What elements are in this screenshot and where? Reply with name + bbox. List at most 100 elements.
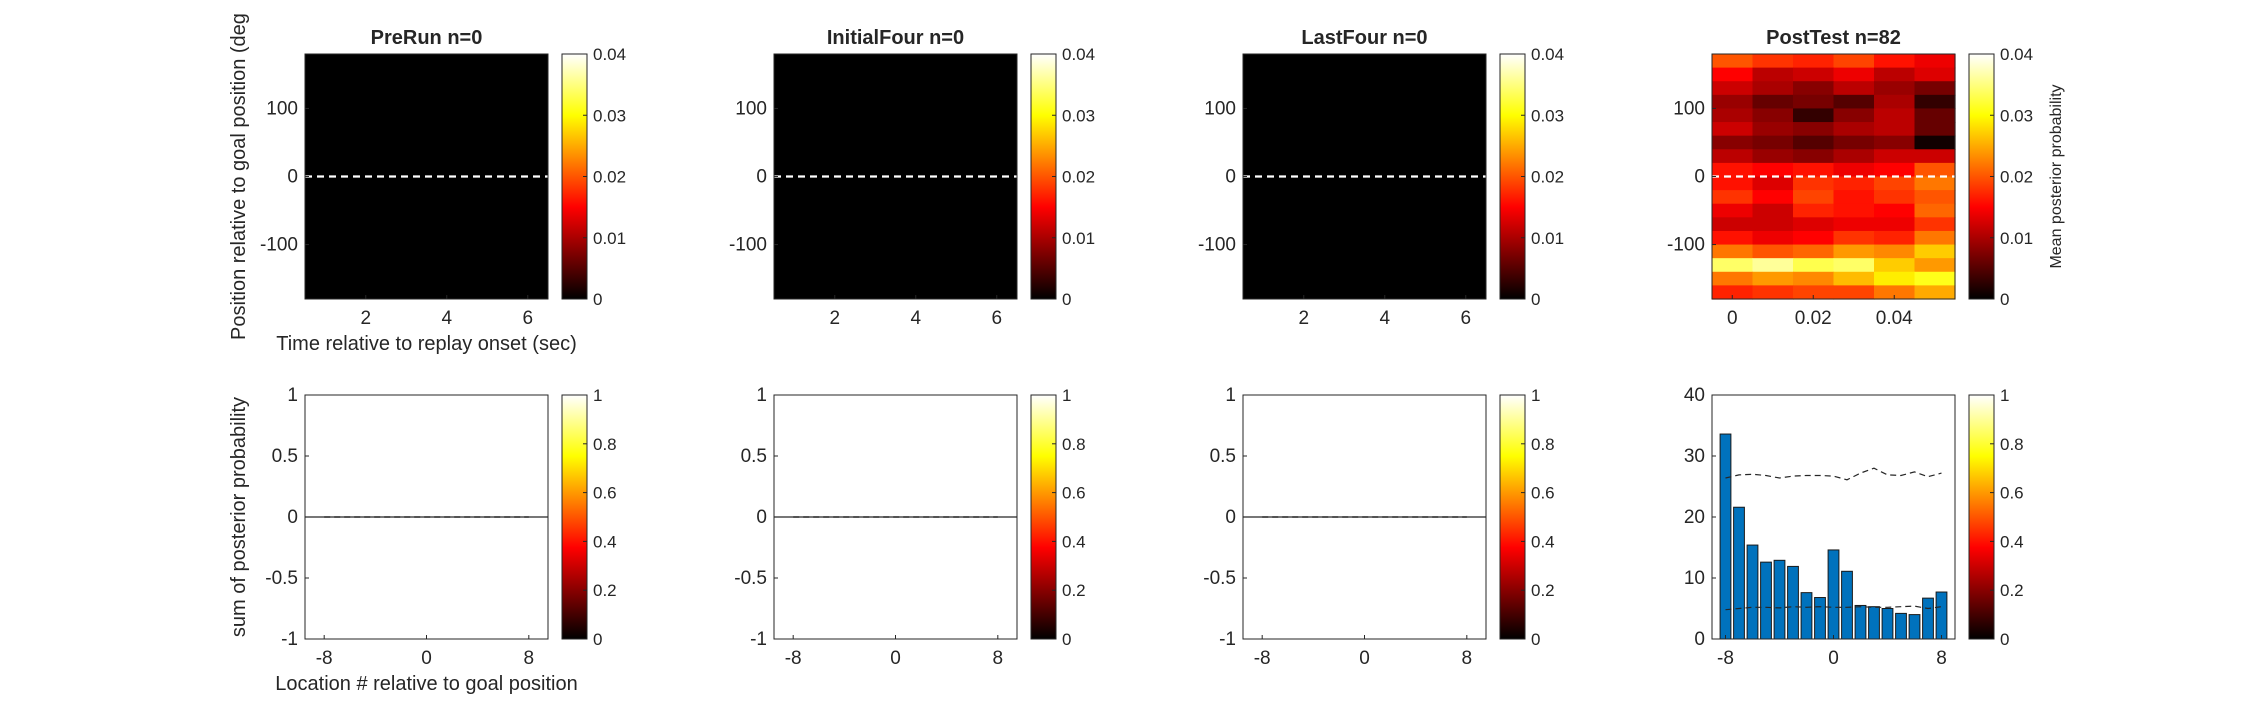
x-tick-label: 0 — [890, 648, 901, 669]
bar — [1773, 559, 1786, 640]
heatmap-cell — [1874, 203, 1916, 218]
x-tick-label: 8 — [1936, 648, 1947, 669]
bar-panel: 1 0.5 0 -0.5 -1 -8 0 8 Location # relative to go… — [228, 385, 617, 695]
heatmap-cell — [1752, 190, 1794, 205]
colorbar-tick-label: 0.02 — [2000, 168, 2033, 187]
colorbar-tick-label: 0 — [2000, 630, 2009, 649]
heatmap-cell — [1833, 230, 1875, 246]
colorbar-tick-label: 0 — [1531, 290, 1540, 309]
heatmap-cell — [1712, 94, 1754, 110]
heatmap-cell — [1712, 162, 1754, 178]
x-tick-label: -8 — [316, 648, 333, 669]
heatmap-cell — [1914, 135, 1956, 150]
heatmap-cell — [1752, 176, 1794, 191]
heatmap-cell — [1712, 67, 1754, 82]
heatmap-cell — [1874, 258, 1916, 273]
heatmap-cell — [1793, 94, 1835, 110]
heatmap-cell — [1712, 135, 1754, 150]
x-tick-label: 2 — [829, 308, 840, 329]
heatmap-panel: 100 0 -100 2 4 6 Time relative to replay onset… — [228, 13, 626, 355]
colorbar-tick-label: 0.03 — [1531, 106, 1564, 125]
colorbar-gradient — [1500, 395, 1525, 639]
colorbar: 0.04 0.03 0.02 0.01 0 — [1030, 45, 1095, 309]
colorbar-tick-label: 0.6 — [2000, 484, 2024, 503]
colorbar-tick-label: 1 — [1062, 386, 1071, 405]
colorbar-gradient — [1031, 54, 1056, 299]
y-tick-label: 0 — [287, 507, 298, 528]
heatmap-cell — [1793, 162, 1835, 178]
bar — [1733, 506, 1745, 640]
heatmap-cell — [1833, 135, 1875, 150]
heatmap-cell — [1914, 285, 1956, 300]
y-tick-label: 0 — [1694, 167, 1705, 188]
colorbar-tick-label: 0.04 — [2000, 45, 2033, 64]
colorbar-tick-label: 0.8 — [1062, 435, 1086, 454]
heatmap-cell — [1793, 230, 1835, 246]
x-tick-label: 0 — [421, 648, 432, 669]
colorbar-tick-label: 0 — [593, 290, 602, 309]
heatmap-cell — [1793, 67, 1835, 82]
heatmap-cell — [1793, 285, 1835, 300]
heatmap-cell — [1712, 108, 1754, 123]
bar — [1827, 549, 1840, 640]
colorbar: 1 0.8 0.6 0.4 0.2 0 — [561, 386, 617, 649]
heatmap-cell — [1874, 217, 1916, 232]
bar — [1841, 570, 1853, 640]
colorbar-gradient — [1500, 54, 1525, 299]
y-tick-label: -0.5 — [265, 568, 298, 589]
bar — [1922, 597, 1934, 640]
heatmap-cell — [1874, 244, 1916, 259]
heatmap-cell — [1712, 258, 1754, 273]
y-tick-label: 0.5 — [272, 446, 298, 467]
heatmap-cell — [1712, 230, 1754, 246]
heatmap-cell — [1712, 81, 1754, 96]
heatmap-cell — [1793, 258, 1835, 273]
colorbar: 0.04 0.03 0.02 0.01 0 — [1499, 45, 1564, 309]
heatmap-cell — [1752, 271, 1794, 286]
colorbar-tick-label: 1 — [1531, 386, 1540, 405]
y-tick-label: -0.5 — [1203, 568, 1236, 589]
y-tick-label: 0.5 — [1210, 446, 1236, 467]
colorbar-frame — [1499, 394, 1526, 640]
heatmap-cell — [1712, 176, 1754, 191]
heatmap-cell — [1914, 149, 1956, 164]
heatmap-cell — [1793, 271, 1835, 286]
y-tick-label: 0 — [756, 507, 767, 528]
x-tick-label: 4 — [910, 308, 921, 329]
heatmap-cell — [1793, 217, 1835, 232]
x-axis-label: Time relative to replay onset (sec) — [276, 333, 576, 355]
y-tick-label: 40 — [1684, 385, 1705, 406]
heatmap-cell — [1914, 190, 1956, 205]
colorbar-tick-label: 0.8 — [1531, 435, 1555, 454]
heatmap-cell — [1712, 244, 1754, 259]
x-tick-label: 8 — [1462, 648, 1473, 669]
colorbar: 0.04 0.03 0.02 0.01 0 — [561, 45, 626, 309]
x-tick-label: 0.02 — [1795, 308, 1832, 329]
y-tick-label: -100 — [1198, 235, 1236, 256]
x-tick-label: -8 — [1717, 648, 1734, 669]
heatmap-cell — [1712, 122, 1754, 137]
heatmap-cell — [1914, 271, 1956, 286]
y-tick-label: -100 — [729, 235, 767, 256]
heatmap-cell — [1793, 135, 1835, 150]
heatmap-cell — [1752, 203, 1794, 218]
heatmap-cell — [1833, 108, 1875, 123]
heatmap-cell — [1793, 122, 1835, 137]
x-tick-label: 6 — [1460, 308, 1471, 329]
y-axis-label: sum of posterior probability — [228, 397, 250, 637]
heatmap-panel: 100 0 -100 2 4 6 LastFour n=0 0.04 0.03 0.02 0.01 0 — [1198, 27, 1564, 329]
x-tick-label: 0 — [1727, 308, 1738, 329]
colorbar-tick-label: 0.03 — [2000, 106, 2033, 125]
colorbar-tick-label: 0.4 — [593, 532, 617, 551]
heatmap-cell — [1833, 244, 1875, 259]
colorbar-tick-label: 1 — [2000, 386, 2009, 405]
y-tick-label: 0 — [1225, 507, 1236, 528]
colorbar-tick-label: 0.2 — [1531, 581, 1555, 600]
y-tick-label: -100 — [1667, 235, 1705, 256]
colorbar-tick-label: 0.6 — [593, 484, 617, 503]
colorbar-tick-label: 0.4 — [2000, 532, 2024, 551]
heatmap-cell — [1874, 81, 1916, 96]
heatmap-cell — [1793, 108, 1835, 123]
